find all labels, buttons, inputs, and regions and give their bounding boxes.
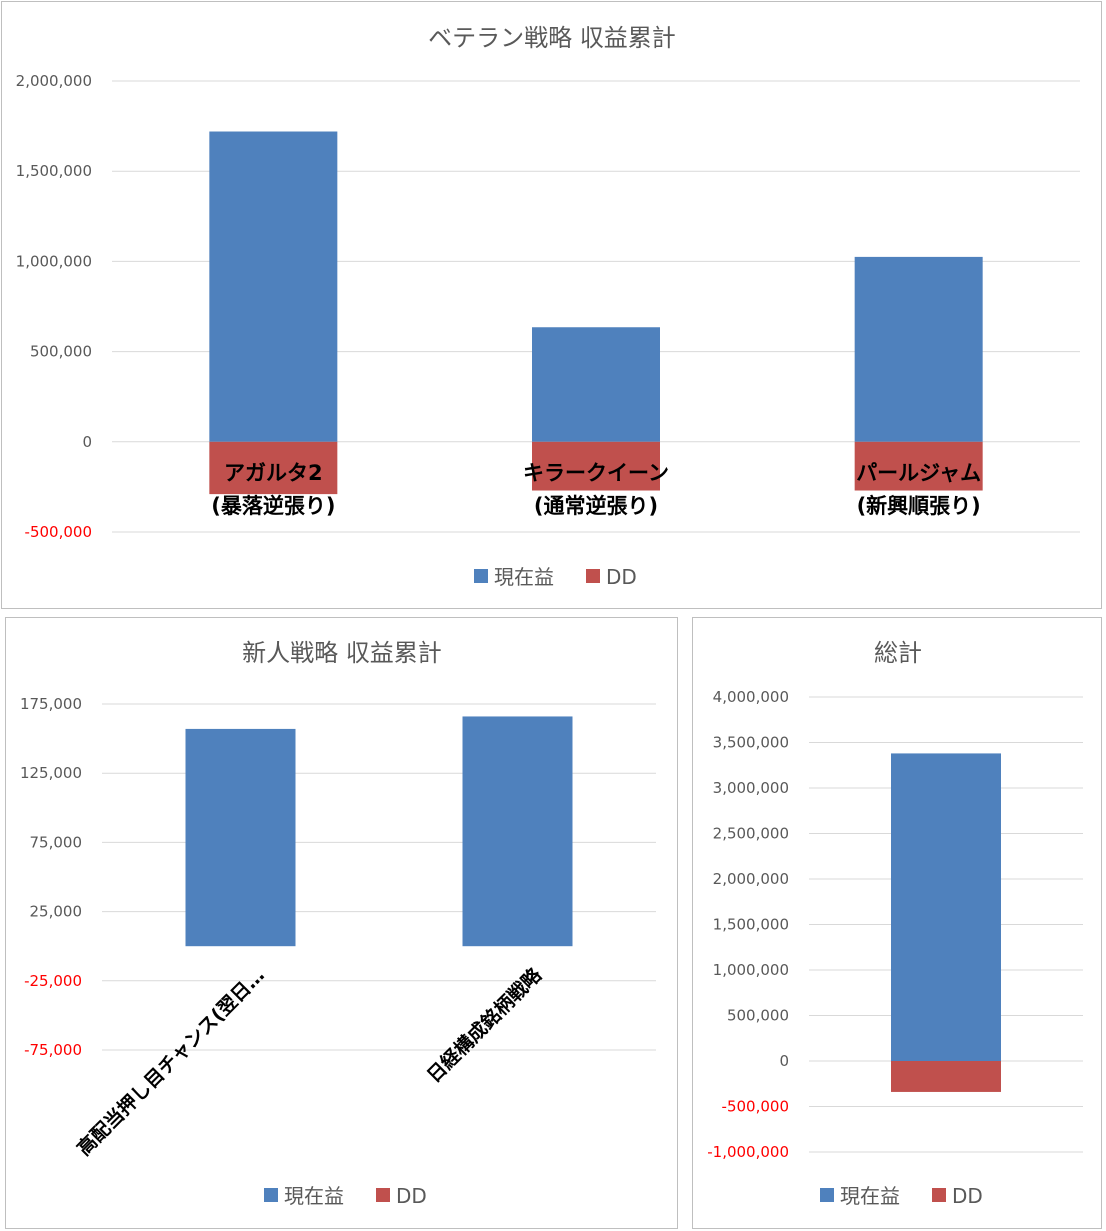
legend-swatch-dd: [586, 569, 600, 583]
legend-swatch-current-profit: [820, 1188, 834, 1202]
y-tick-label: 0: [82, 433, 92, 451]
chart-title: 新人戦略 収益累計: [242, 639, 442, 667]
legend-label: 現在益: [494, 565, 554, 589]
y-tick-label: 175,000: [20, 695, 82, 713]
y-tick-label: 1,000,000: [16, 252, 92, 270]
y-tick-label: -500,000: [25, 523, 92, 541]
legend: 現在益 DD: [820, 1184, 983, 1208]
y-tick-label: 500,000: [30, 343, 92, 361]
legend-label: 現在益: [284, 1184, 344, 1208]
chart-total: 総計 4,000,000 3,500,000 3,000,000 2,500,000 2,…: [707, 639, 1083, 1208]
chart-title: ベテラン戦略 収益累計: [428, 24, 676, 52]
legend-label: DD: [606, 565, 637, 589]
legend-label: DD: [396, 1184, 427, 1208]
y-tick-label: -25,000: [24, 972, 82, 990]
bar-dd: [891, 1061, 1001, 1092]
y-tick-label: 125,000: [20, 764, 82, 782]
chart-panel-total: 総計 4,000,000 3,500,000 3,000,000 2,500,000 2,…: [692, 617, 1102, 1229]
y-tick-label: 1,000,000: [713, 961, 789, 979]
y-tick-label: 2,000,000: [16, 72, 92, 90]
category-label: キラークイーン: [523, 461, 669, 485]
y-tick-label: -75,000: [24, 1041, 82, 1059]
chart-newbie: 新人戦略 収益累計 175,000 125,000 75,000 25,000 -25,0…: [20, 639, 656, 1208]
category-label: (通常逆張り): [534, 494, 658, 518]
bar-dd: [854, 441, 983, 491]
y-tick-label: 4,000,000: [713, 688, 789, 706]
category-label: 日経構成銘柄戦略: [422, 963, 546, 1087]
category-label: (暴落逆張り): [211, 494, 335, 518]
y-tick-label: 500,000: [727, 1007, 789, 1025]
chart-title: 総計: [874, 639, 922, 667]
legend: 現在益 DD: [264, 1184, 427, 1208]
y-tick-label: 0: [779, 1052, 789, 1070]
legend-swatch-dd: [376, 1188, 390, 1202]
bar-dd: [209, 441, 338, 495]
legend-swatch-dd: [932, 1188, 946, 1202]
bar-current-profit: [185, 728, 296, 947]
bar-dd: [532, 441, 660, 491]
legend-label: 現在益: [840, 1184, 900, 1208]
category-label: 高配当押し目チャンス(翌日…: [72, 963, 269, 1160]
bar-current-profit: [209, 131, 338, 442]
chart-panel-veteran: ベテラン戦略 収益累計 2,000,000 1,500,000 1,000,000 50…: [1, 1, 1102, 609]
y-tick-label: 2,000,000: [713, 870, 789, 888]
y-tick-label: -500,000: [722, 1098, 789, 1116]
y-tick-label: -1,000,000: [707, 1143, 789, 1161]
y-tick-label: 25,000: [30, 903, 83, 921]
y-tick-label: 3,000,000: [713, 779, 789, 797]
category-label: アガルタ2: [224, 461, 323, 485]
y-tick-label: 2,500,000: [713, 825, 789, 843]
legend-label: DD: [952, 1184, 983, 1208]
y-tick-label: 1,500,000: [713, 916, 789, 934]
category-label: パールジャム: [856, 461, 981, 485]
bar-current-profit: [532, 327, 660, 442]
chart-veteran: ベテラン戦略 収益累計 2,000,000 1,500,000 1,000,000 50…: [16, 24, 1080, 589]
y-tick-label: 3,500,000: [713, 734, 789, 752]
legend-swatch-current-profit: [264, 1188, 278, 1202]
legend-swatch-current-profit: [474, 569, 488, 583]
chart-panel-newbie: 新人戦略 収益累計 175,000 125,000 75,000 25,000 -25,0…: [5, 617, 678, 1229]
category-label: (新興順張り): [857, 494, 981, 518]
y-tick-label: 1,500,000: [16, 162, 92, 180]
bar-current-profit: [462, 716, 573, 947]
legend: 現在益 DD: [474, 565, 637, 589]
bar-current-profit: [854, 256, 983, 442]
y-tick-label: 75,000: [30, 833, 83, 851]
bar-current-profit: [891, 753, 1001, 1061]
